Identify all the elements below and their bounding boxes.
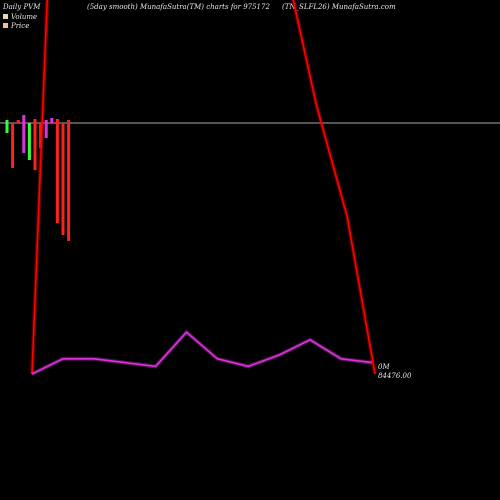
volume-bar-down-5 [33,123,37,170]
annotation-price-value: 84476.00 [378,372,412,380]
volume-bar-up-8 [50,118,54,123]
chart-header-right: (TN_SLFL26) MunafaSutra.com [282,3,396,11]
legend-item-price: Price [3,21,37,30]
volume-bar-down-10 [61,123,65,235]
volume-bar-down-11 [67,123,71,241]
legend-item-volume: Volume [3,12,37,21]
volume-bar-down-7 [44,123,48,138]
volume-bars [5,115,71,241]
volume-bar-down-9 [55,123,59,223]
volume-bar-down-0 [5,123,9,133]
last-value-annotation: 0M 84476.00 [378,363,411,381]
legend-label-volume: Volume [11,12,38,21]
volume-bar-down-1 [11,123,15,168]
legend-label-price: Price [11,21,30,30]
legend-swatch-volume [3,14,8,19]
series-line-price [31,0,376,375]
series-glow-volume [31,329,373,376]
volume-bar-up-2 [16,120,20,123]
series-line-volume [31,331,372,375]
volume-bar-up-3 [22,115,26,123]
chart-header-left: Daily PVM [3,3,41,11]
series-lines [30,0,377,376]
chart-legend: Volume Price [3,12,37,30]
volume-bar-down-4 [27,123,31,160]
volume-bar-up-11 [67,120,71,123]
volume-bar-up-5 [33,119,37,123]
volume-bar-down-3 [22,123,26,153]
chart-header-center: (5day smooth) MunafaSutra(TM) charts for… [87,3,270,11]
series-glow-price [30,0,377,375]
volume-bar-up-9 [55,119,59,123]
volume-bar-down-6 [39,123,43,148]
volume-bar-up-7 [44,120,48,123]
volume-bar-up-0 [5,120,9,123]
legend-swatch-price [3,23,8,28]
annotation-volume-value: 0M [378,363,390,371]
